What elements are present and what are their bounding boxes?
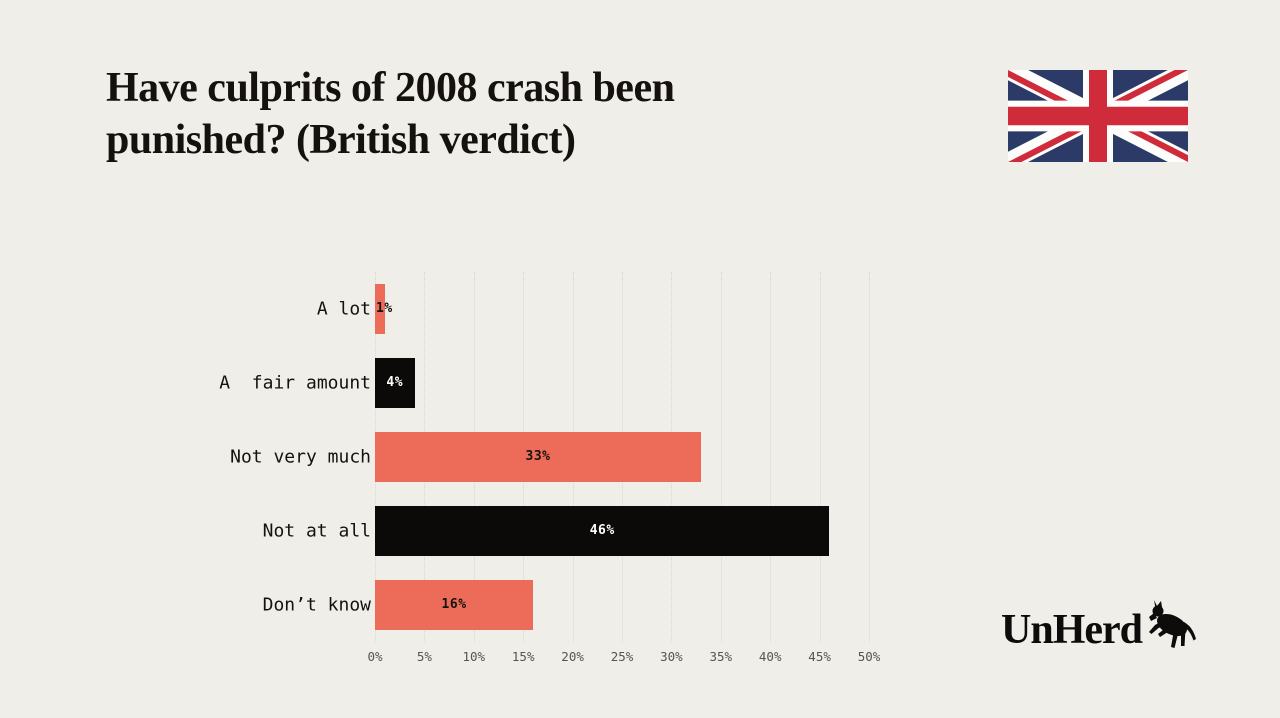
x-tick-label: 5% [416, 649, 432, 664]
brand-logo-text: UnHerd [1001, 607, 1143, 653]
x-tick-label: 35% [709, 649, 733, 664]
gridline [770, 272, 772, 642]
x-tick-label: 30% [660, 649, 683, 664]
bar-value-label: 33% [525, 449, 551, 464]
x-tick-label: 15% [511, 649, 535, 664]
x-tick-label: 50% [857, 649, 881, 664]
bar-value-label: 46% [589, 523, 615, 538]
gridline [869, 272, 870, 642]
cow-icon [1144, 600, 1198, 652]
bar-a-fair-amount: 4% [375, 358, 415, 408]
page-title-line-2: punished? (British verdict) [106, 117, 576, 163]
category-label: Not very much [230, 446, 371, 468]
bar-not-very-much: 33% [375, 432, 702, 482]
x-tick-label: 0% [367, 649, 383, 664]
bar-value-label: 1% [376, 301, 393, 316]
brand-logo: UnHerd [1001, 600, 1198, 654]
page-title-line-1: Have culprits of 2008 crash been [106, 65, 675, 111]
bar-value-label: 4% [386, 375, 404, 390]
category-label: A fair amount [219, 372, 371, 394]
category-label: Not at all [262, 520, 371, 542]
bar-a-lot: 1% [375, 284, 392, 334]
category-label: Don’t know [262, 594, 371, 616]
value-axis: 0% 5% 10% 15% 20% 25% 30% 35% 40% 45% 50% [367, 649, 880, 667]
x-tick-label: 25% [610, 649, 634, 664]
page-title: Have culprits of 2008 crash been punishe… [106, 62, 946, 166]
category-axis: A lot A fair amount Not very much Not at al… [0, 272, 371, 642]
bar-value-label: 16% [441, 597, 467, 612]
gridline [819, 272, 821, 642]
bar-not-at-all: 46% [375, 506, 830, 556]
x-tick-label: 40% [758, 649, 782, 664]
gridline [720, 272, 722, 642]
bar-don-t-know: 16% [375, 580, 534, 630]
category-label: A lot [316, 298, 371, 320]
x-tick-label: 10% [462, 649, 486, 664]
plot-area: 1% 4% 33% 46% 16% [375, 272, 870, 642]
x-tick-label: 20% [561, 649, 584, 664]
x-tick-label: 45% [808, 649, 831, 664]
uk-flag-icon [1008, 70, 1188, 162]
